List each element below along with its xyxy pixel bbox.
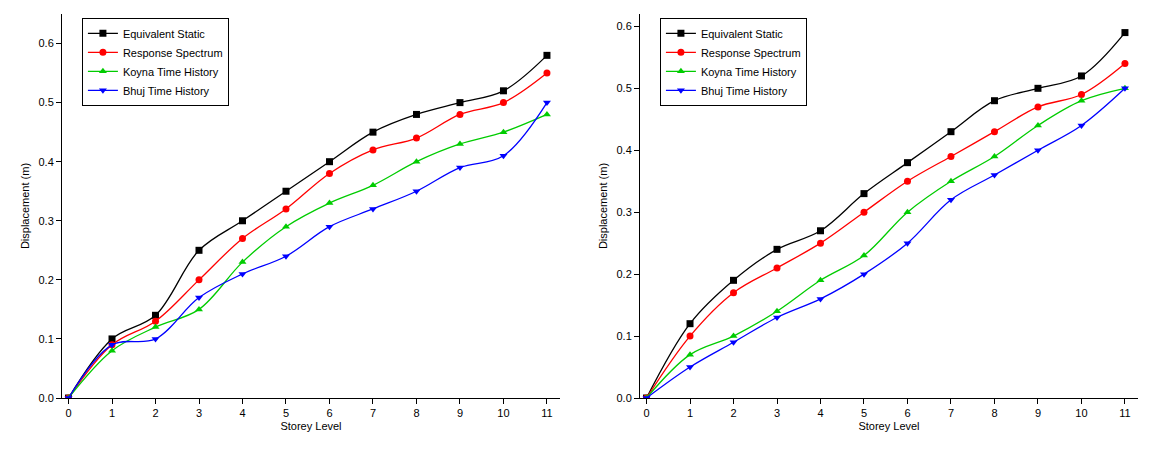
svg-text:11: 11	[1119, 407, 1130, 419]
svg-text:9: 9	[1035, 407, 1041, 419]
svg-text:11: 11	[541, 407, 552, 419]
svg-text:0.0: 0.0	[39, 392, 54, 404]
svg-text:Displacement (m): Displacement (m)	[597, 163, 609, 249]
svg-text:2: 2	[730, 407, 736, 419]
svg-text:5: 5	[283, 407, 289, 419]
svg-text:9: 9	[457, 407, 463, 419]
svg-text:Bhuj Time History: Bhuj Time History	[701, 85, 788, 97]
svg-text:0.4: 0.4	[617, 144, 632, 156]
svg-text:0.2: 0.2	[39, 274, 54, 286]
svg-text:0.3: 0.3	[617, 206, 632, 218]
svg-text:0.6: 0.6	[617, 20, 632, 32]
svg-text:0.4: 0.4	[39, 156, 54, 168]
svg-text:1: 1	[687, 407, 693, 419]
svg-text:Koyna Time History: Koyna Time History	[123, 66, 219, 78]
svg-text:Response Spectrum: Response Spectrum	[123, 47, 223, 59]
svg-text:0.1: 0.1	[617, 330, 632, 342]
svg-text:0.5: 0.5	[39, 96, 54, 108]
svg-text:7: 7	[370, 407, 376, 419]
svg-text:6: 6	[904, 407, 910, 419]
svg-text:Displacement (m): Displacement (m)	[19, 163, 31, 249]
svg-text:3: 3	[196, 407, 202, 419]
svg-text:4: 4	[817, 407, 823, 419]
svg-text:8: 8	[991, 407, 997, 419]
svg-text:8: 8	[413, 407, 419, 419]
svg-text:0.3: 0.3	[39, 215, 54, 227]
svg-text:0.5: 0.5	[617, 82, 632, 94]
svg-text:Equivalent Static: Equivalent Static	[701, 28, 783, 40]
svg-text:Storey Level: Storey Level	[858, 420, 919, 432]
svg-text:7: 7	[948, 407, 954, 419]
svg-text:2: 2	[152, 407, 158, 419]
svg-text:6: 6	[326, 407, 332, 419]
svg-text:0: 0	[643, 407, 649, 419]
svg-text:3: 3	[774, 407, 780, 419]
svg-text:0.1: 0.1	[39, 333, 54, 345]
svg-text:4: 4	[239, 407, 245, 419]
svg-text:1: 1	[109, 407, 115, 419]
svg-text:0: 0	[65, 407, 71, 419]
svg-text:5: 5	[861, 407, 867, 419]
svg-text:0.0: 0.0	[617, 392, 632, 404]
svg-text:Storey Level: Storey Level	[280, 420, 341, 432]
svg-text:Koyna Time History: Koyna Time History	[701, 66, 797, 78]
svg-text:0.2: 0.2	[617, 268, 632, 280]
svg-text:10: 10	[497, 407, 509, 419]
svg-text:Bhuj Time History: Bhuj Time History	[123, 85, 210, 97]
svg-text:Response Spectrum: Response Spectrum	[701, 47, 801, 59]
svg-text:0.6: 0.6	[39, 37, 54, 49]
svg-text:10: 10	[1075, 407, 1087, 419]
svg-text:Equivalent Static: Equivalent Static	[123, 28, 205, 40]
